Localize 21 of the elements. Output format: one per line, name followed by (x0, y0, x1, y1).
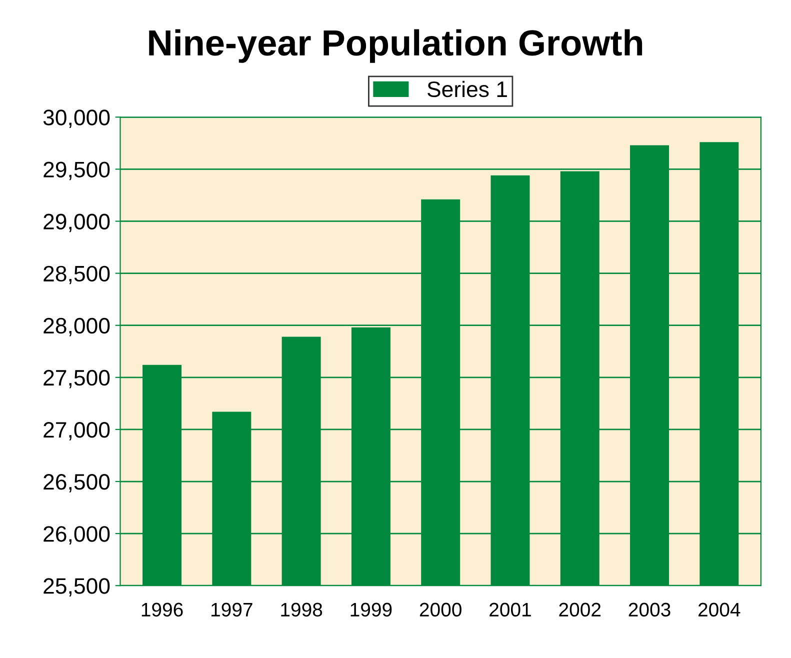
y-tick-label: 27,500 (44, 370, 110, 388)
x-tick-label: 1999 (350, 602, 392, 617)
x-tick-label: 2001 (490, 602, 531, 617)
y-tick-label: 26,000 (44, 526, 110, 544)
x-tick-label: 1998 (281, 602, 322, 617)
y-tick-label: 27,000 (44, 422, 110, 440)
y-tick-label: 26,500 (44, 474, 110, 492)
y-tick-label: 28,000 (44, 318, 110, 336)
y-tick-label: 29,000 (44, 214, 110, 232)
x-tick-label: 2003 (628, 602, 670, 617)
y-tick-label: 29,500 (44, 162, 110, 180)
legend-label: Series 1 (428, 80, 507, 98)
x-tick-label: 1997 (212, 602, 252, 617)
x-tick-label: 2002 (559, 602, 601, 617)
y-tick-label: 25,500 (44, 578, 110, 597)
y-tick-label: 28,500 (44, 266, 110, 284)
y-tick-label: 30,000 (43, 110, 110, 128)
x-tick-label: 2000 (420, 602, 462, 617)
chart-title: Nine-year Population Growth (149, 29, 642, 63)
x-tick-label: 1996 (142, 602, 183, 617)
x-tick-label: 2004 (698, 602, 740, 617)
